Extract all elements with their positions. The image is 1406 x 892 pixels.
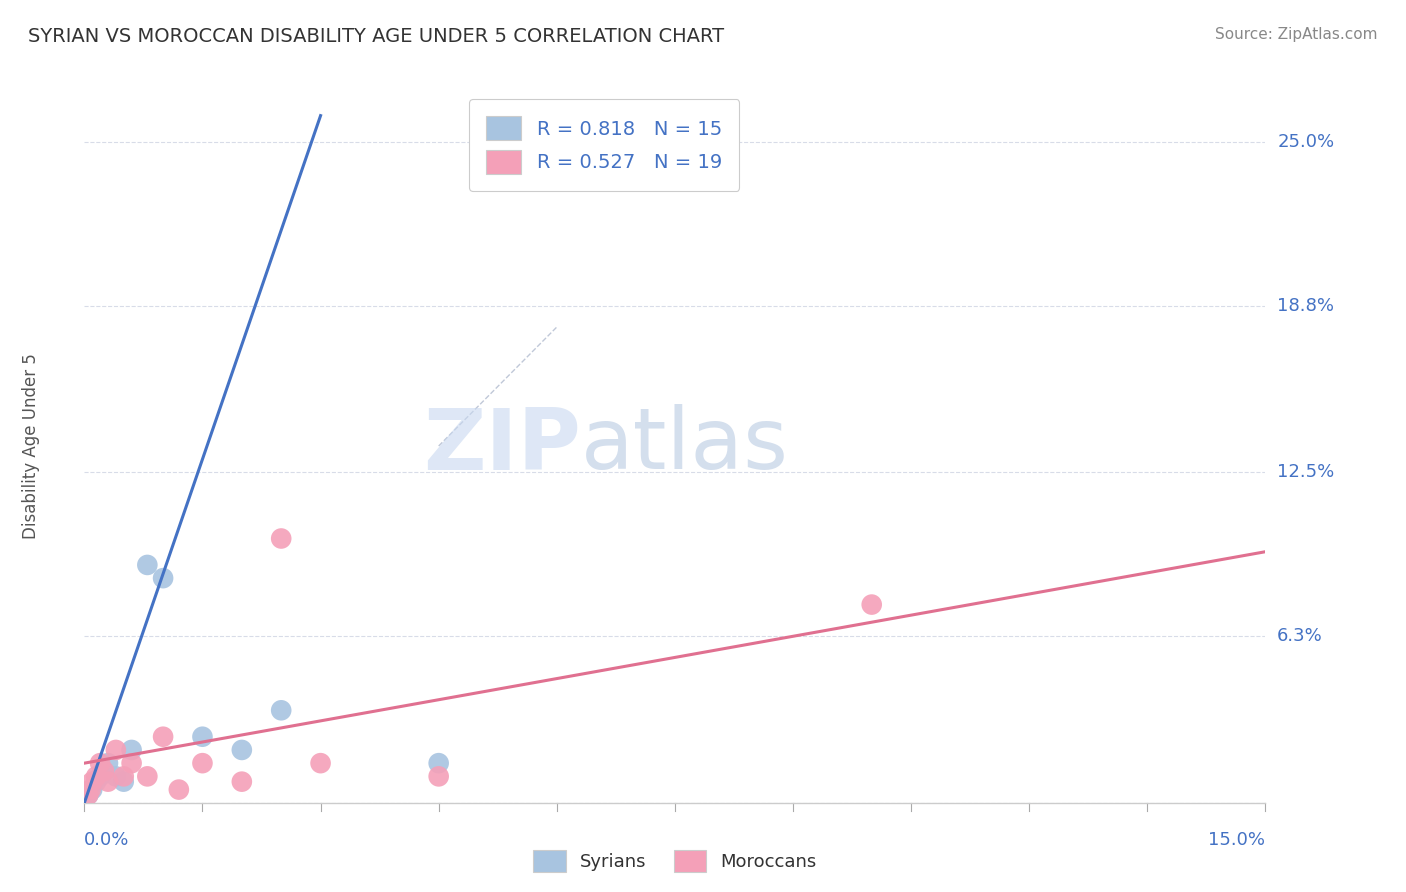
Point xyxy=(427,756,450,771)
Point xyxy=(231,743,253,757)
Text: atlas: atlas xyxy=(581,404,789,488)
Text: 0.0%: 0.0% xyxy=(84,831,129,849)
Text: ZIP: ZIP xyxy=(423,404,581,488)
Text: SYRIAN VS MOROCCAN DISABILITY AGE UNDER 5 CORRELATION CHART: SYRIAN VS MOROCCAN DISABILITY AGE UNDER … xyxy=(28,27,724,45)
Point xyxy=(309,756,332,771)
Point xyxy=(82,774,104,789)
Point xyxy=(136,558,159,572)
Point xyxy=(93,764,115,778)
Point xyxy=(270,532,292,546)
Text: 6.3%: 6.3% xyxy=(1277,627,1323,645)
Point xyxy=(191,730,214,744)
Point xyxy=(79,782,101,797)
Point xyxy=(89,769,111,783)
Text: 15.0%: 15.0% xyxy=(1208,831,1265,849)
Point xyxy=(121,743,143,757)
Point xyxy=(104,743,127,757)
Point xyxy=(77,788,100,802)
Point xyxy=(97,756,120,771)
Point xyxy=(77,788,100,802)
Point xyxy=(112,774,135,789)
Point xyxy=(136,769,159,783)
Text: Disability Age Under 5: Disability Age Under 5 xyxy=(22,353,41,539)
Point xyxy=(152,571,174,585)
Text: 18.8%: 18.8% xyxy=(1277,297,1334,315)
Point xyxy=(121,756,143,771)
Text: 25.0%: 25.0% xyxy=(1277,133,1334,151)
Point xyxy=(860,598,883,612)
Point xyxy=(270,703,292,717)
Point xyxy=(231,774,253,789)
Text: Source: ZipAtlas.com: Source: ZipAtlas.com xyxy=(1215,27,1378,42)
Point xyxy=(104,769,127,783)
Point xyxy=(84,774,107,789)
Point xyxy=(427,769,450,783)
Point xyxy=(82,782,104,797)
Point xyxy=(152,730,174,744)
Point xyxy=(112,769,135,783)
Legend: Syrians, Moroccans: Syrians, Moroccans xyxy=(526,843,824,880)
Point xyxy=(97,774,120,789)
Text: 12.5%: 12.5% xyxy=(1277,464,1334,482)
Point xyxy=(93,764,115,778)
Point xyxy=(191,756,214,771)
Point xyxy=(84,769,107,783)
Point xyxy=(89,756,111,771)
Point xyxy=(167,782,190,797)
